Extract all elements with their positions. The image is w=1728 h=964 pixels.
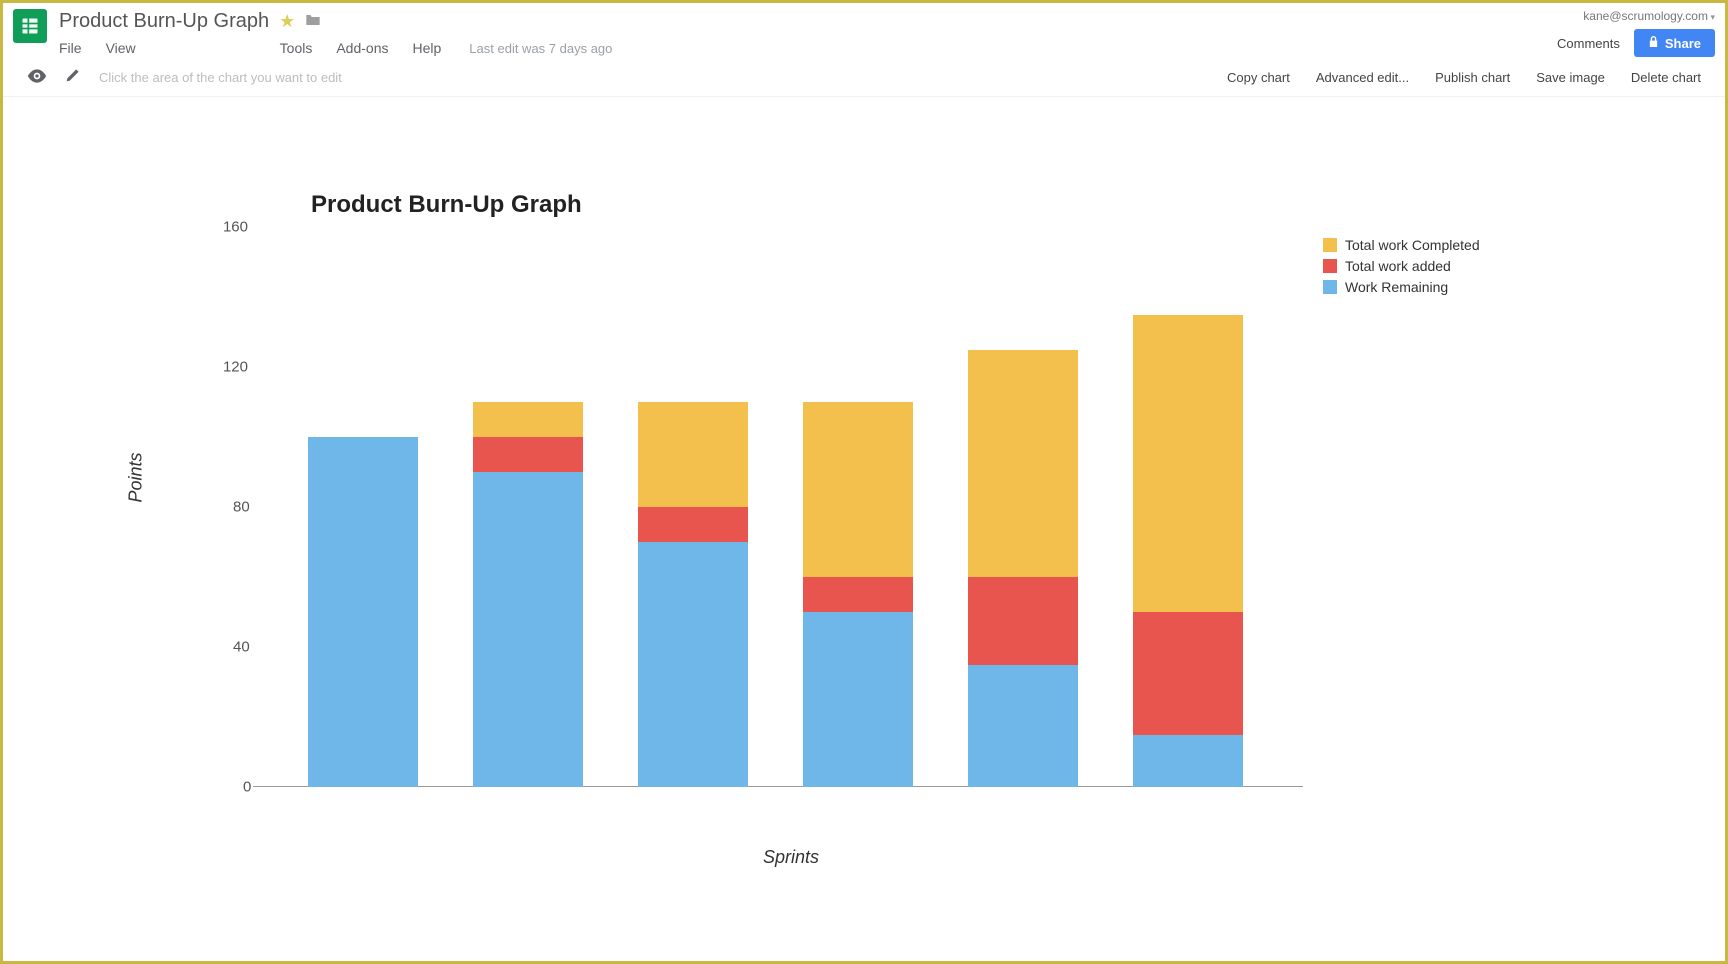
pencil-icon[interactable] <box>65 67 81 88</box>
folder-icon[interactable] <box>305 12 321 31</box>
bar-group[interactable] <box>968 350 1078 788</box>
bar-group[interactable] <box>803 402 913 787</box>
bars-container <box>253 227 1303 787</box>
delete-chart-button[interactable]: Delete chart <box>1631 70 1701 85</box>
legend-label: Total work added <box>1345 258 1451 274</box>
bar-segment[interactable] <box>1133 735 1243 788</box>
menu-addons[interactable]: Add-ons <box>324 40 400 56</box>
header-actions: Comments Share <box>1557 29 1715 57</box>
menu-tools[interactable]: Tools <box>268 40 325 56</box>
bar-segment[interactable] <box>1133 612 1243 735</box>
title-row: Product Burn-Up Graph ★ <box>59 9 1557 33</box>
bar-segment[interactable] <box>638 402 748 507</box>
comments-button[interactable]: Comments <box>1557 36 1620 51</box>
header-main: Product Burn-Up Graph ★ File View Tools … <box>59 9 1557 61</box>
legend-label: Work Remaining <box>1345 279 1448 295</box>
advanced-edit-button[interactable]: Advanced edit... <box>1316 70 1409 85</box>
y-tick-label: 120 <box>223 359 248 376</box>
bar-segment[interactable] <box>968 665 1078 788</box>
user-email[interactable]: kane@scrumology.com <box>1583 9 1715 23</box>
bar-group[interactable] <box>308 437 418 787</box>
chart-plot[interactable]: 04080120160 <box>253 227 1303 787</box>
menu-help[interactable]: Help <box>401 40 454 56</box>
share-button[interactable]: Share <box>1634 29 1715 57</box>
legend-swatch-icon <box>1323 280 1337 294</box>
bar-group[interactable] <box>473 402 583 787</box>
bar-segment[interactable] <box>638 542 748 787</box>
legend-swatch-icon <box>1323 259 1337 273</box>
lock-icon <box>1648 35 1659 51</box>
bar-segment[interactable] <box>968 577 1078 665</box>
eye-icon[interactable] <box>27 68 47 88</box>
bar-group[interactable] <box>1133 315 1243 788</box>
share-button-label: Share <box>1665 36 1701 51</box>
legend-label: Total work Completed <box>1345 237 1480 253</box>
legend-swatch-icon <box>1323 238 1337 252</box>
folder-svg-icon <box>305 12 321 26</box>
bar-segment[interactable] <box>308 437 418 787</box>
bar-segment[interactable] <box>473 472 583 787</box>
legend-item[interactable]: Total work added <box>1323 258 1480 274</box>
toolbar-hint: Click the area of the chart you want to … <box>99 70 342 85</box>
menu-bar: File View Tools Add-ons Help Last edit w… <box>59 35 1557 61</box>
header-right: kane@scrumology.com Comments Share <box>1557 9 1715 57</box>
legend-item[interactable]: Total work Completed <box>1323 237 1480 253</box>
copy-chart-button[interactable]: Copy chart <box>1227 70 1290 85</box>
y-axis-label[interactable]: Points <box>126 452 147 502</box>
menu-file[interactable]: File <box>59 40 94 56</box>
y-tick-label: 80 <box>233 499 250 516</box>
star-icon[interactable]: ★ <box>279 11 295 32</box>
sheets-logo-icon[interactable] <box>13 9 47 43</box>
chart-title[interactable]: Product Burn-Up Graph <box>311 191 582 219</box>
y-tick-label: 160 <box>223 219 248 236</box>
chart-toolbar: Click the area of the chart you want to … <box>3 59 1725 97</box>
y-tick-label: 0 <box>243 779 251 796</box>
x-axis-label[interactable]: Sprints <box>763 847 819 868</box>
document-title[interactable]: Product Burn-Up Graph <box>59 10 269 33</box>
publish-chart-button[interactable]: Publish chart <box>1435 70 1510 85</box>
bar-segment[interactable] <box>968 350 1078 578</box>
bar-segment[interactable] <box>803 612 913 787</box>
save-image-button[interactable]: Save image <box>1536 70 1605 85</box>
bar-segment[interactable] <box>803 402 913 577</box>
bar-segment[interactable] <box>1133 315 1243 613</box>
bar-group[interactable] <box>638 402 748 787</box>
legend-item[interactable]: Work Remaining <box>1323 279 1480 295</box>
last-edit-text: Last edit was 7 days ago <box>453 41 612 56</box>
y-tick-label: 40 <box>233 639 250 656</box>
chart-legend[interactable]: Total work Completed Total work added Work… <box>1323 237 1480 300</box>
menu-view[interactable]: View <box>94 40 148 56</box>
grid-icon <box>20 16 40 36</box>
chart-area[interactable]: Product Burn-Up Graph Points Sprints 040… <box>63 137 1665 937</box>
app-header: Product Burn-Up Graph ★ File View Tools … <box>3 3 1725 59</box>
bar-segment[interactable] <box>473 402 583 437</box>
bar-segment[interactable] <box>803 577 913 612</box>
bar-segment[interactable] <box>473 437 583 472</box>
bar-segment[interactable] <box>638 507 748 542</box>
